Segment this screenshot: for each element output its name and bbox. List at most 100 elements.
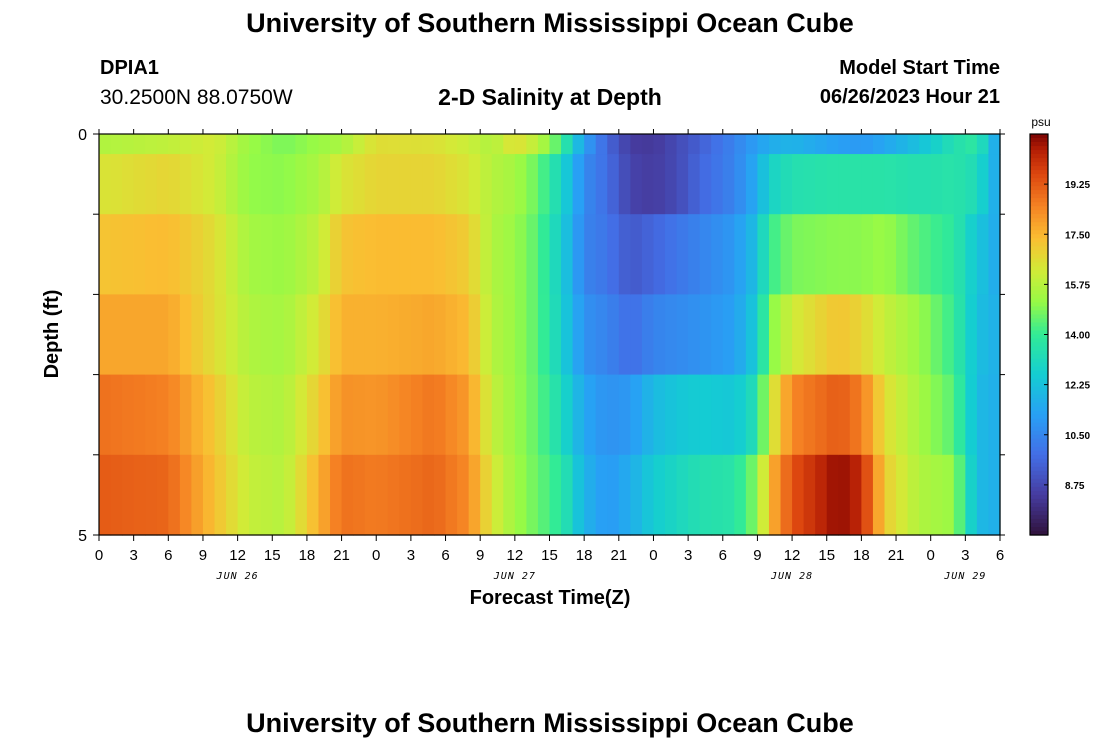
heatmap-cell [526,134,539,155]
heatmap-cell [122,294,135,376]
heatmap-cell [861,294,874,376]
heatmap-cell [930,134,943,155]
heatmap-cell [561,294,574,376]
heatmap-cell [468,154,481,215]
colorbar-swatch [1030,430,1048,436]
heatmap-cell [191,134,204,155]
colorbar-swatch [1030,450,1048,456]
heatmap-cell [919,154,932,215]
heatmap-cell [780,454,793,536]
colorbar-swatch [1030,294,1048,300]
heatmap-cell [826,214,839,295]
heatmap-cell [826,454,839,536]
model-start-label: Model Start Time [839,57,1000,79]
heatmap-cell [283,374,296,456]
colorbar-swatch [1030,214,1048,219]
heatmap-cell [191,214,204,295]
heatmap-cell [399,134,412,155]
x-tick-label: 15 [264,547,281,564]
heatmap-cell [306,454,320,536]
heatmap-cell [410,214,424,295]
heatmap-cell [353,154,366,215]
heatmap-cell [491,294,504,376]
heatmap-cell [480,454,493,536]
heatmap-cell [665,454,678,536]
heatmap-cell [607,134,620,155]
heatmap-cell [145,454,158,536]
heatmap-cell [965,214,978,295]
heatmap-cell [838,154,851,215]
heatmap-cell [179,294,193,376]
heatmap-cell [549,374,562,456]
x-tick-label: 6 [719,547,727,564]
x-tick-label: 15 [541,547,558,564]
heatmap-cell [953,294,966,376]
heatmap-cell [226,214,239,295]
colorbar-swatch [1030,342,1048,348]
heatmap-cell [145,214,158,295]
heatmap-cell [226,454,239,536]
heatmap-cell [641,214,655,295]
heatmap-cell [988,454,1001,536]
x-tick-label: 3 [407,547,415,564]
heatmap-cell [688,214,701,295]
heatmap-cell [283,294,296,376]
heatmap-cell [584,454,597,536]
heatmap-cell [665,154,678,215]
heatmap-cell [145,154,158,215]
heatmap-cell [526,214,539,295]
x-tick-label: 15 [818,547,835,564]
colorbar-swatch [1030,438,1048,444]
heatmap-cell [214,134,227,155]
heatmap-cell [306,154,320,215]
heatmap-cell [468,374,481,456]
x-tick-label: 3 [961,547,969,564]
heatmap-cell [145,374,158,456]
x-tick-label: 6 [996,547,1004,564]
heatmap-cell [364,154,377,215]
heatmap-cell [295,134,308,155]
heatmap-cell [537,134,551,155]
colorbar-swatch [1030,230,1048,235]
heatmap-cell [607,454,620,536]
heatmap-cell [283,154,296,215]
heatmap-cell [537,294,551,376]
heatmap-cell [306,294,320,376]
heatmap-cell [422,454,435,536]
heatmap-cell [815,454,828,536]
heatmap-cell [815,134,828,155]
heatmap-cell [641,454,655,536]
heatmap-cell [549,154,562,215]
colorbar-swatch [1030,470,1048,476]
heatmap-cell [249,214,262,295]
heatmap-cell [457,154,470,215]
heatmap-cell [699,454,712,536]
heatmap-cell [665,374,678,456]
heatmap-cell [237,134,250,155]
heatmap-cell [665,294,678,376]
heatmap-cell [422,154,435,215]
station-id: DPIA1 [100,57,159,79]
heatmap-cell [699,374,712,456]
heatmap-cell [179,214,193,295]
heatmap-cell [110,214,123,295]
heatmap-cell [226,154,239,215]
colorbar-swatch [1030,206,1048,211]
heatmap-cell [572,214,585,295]
heatmap-cell [711,374,724,456]
heatmap-cell [168,154,181,215]
heatmap-cell [110,294,123,376]
heatmap-cell [399,154,412,215]
colorbar-swatch [1030,234,1048,239]
colorbar-gradient [1030,134,1048,536]
heatmap-cell [561,154,574,215]
heatmap-cell [503,134,516,155]
heatmap-cell [272,294,285,376]
heatmap-cell [803,454,816,536]
heatmap-cell [884,374,897,456]
station-coordinates: 30.2500N 88.0750W [100,86,293,109]
heatmap-cell [445,134,458,155]
heatmap-cell [849,134,862,155]
heatmap-cell [480,154,493,215]
heatmap-cell [745,154,759,215]
